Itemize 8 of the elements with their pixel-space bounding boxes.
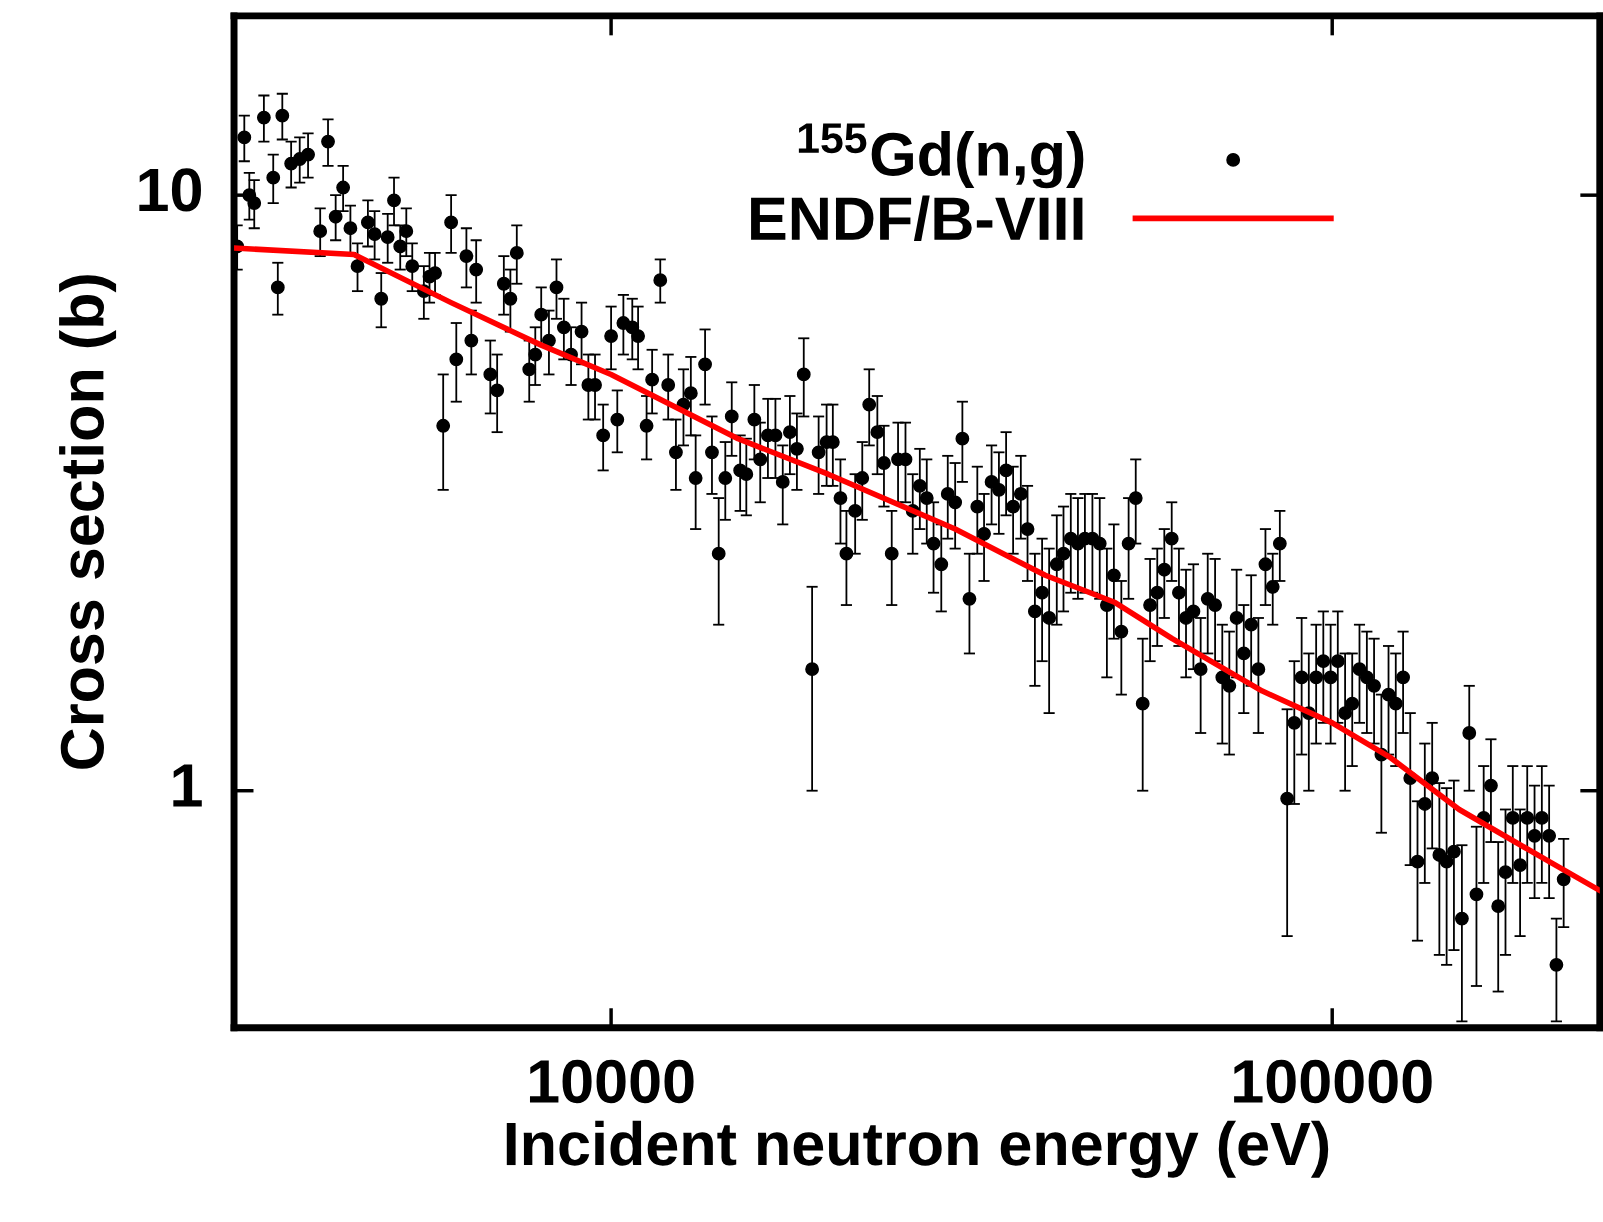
y-axis-title: Cross section (b) <box>59 275 117 769</box>
x-axis-title: Incident neutron energy (eV) <box>506 1120 1329 1179</box>
legend-label: $^{155}$Gd(n,g) <box>798 123 1084 189</box>
legend-label: ENDF/B-VIII <box>751 195 1083 241</box>
x-tick-label: 10000 <box>529 1059 694 1104</box>
y-tick-label: 10 <box>139 168 201 212</box>
y-tick-label: 1 <box>173 764 202 807</box>
x-tick-label: 100000 <box>1234 1059 1432 1104</box>
